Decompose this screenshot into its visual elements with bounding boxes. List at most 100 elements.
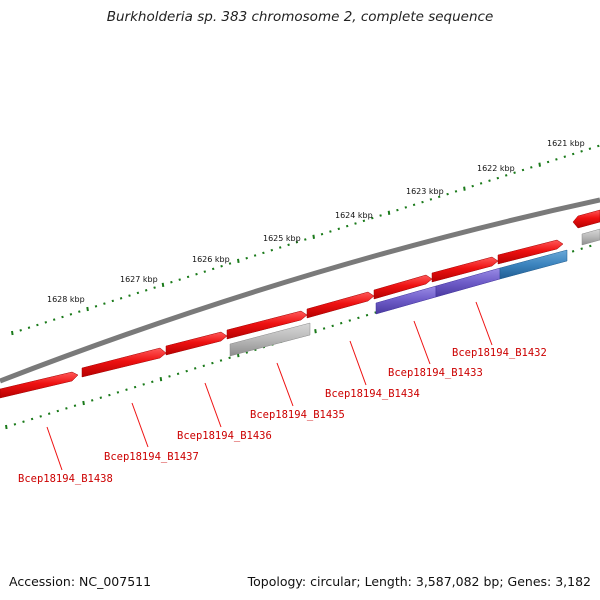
- minor-tick: [125, 388, 128, 391]
- minor-tick: [133, 385, 137, 389]
- minor-tick: [295, 240, 299, 244]
- minor-tick: [496, 176, 500, 180]
- minor-tick: [185, 369, 188, 373]
- genome-summary-text: Topology: circular; Length: 3,587,082 bp…: [247, 574, 591, 589]
- minor-tick: [203, 270, 207, 273]
- minor-tick: [488, 179, 491, 182]
- tick-labels: 1621 kbp 1622 kbp 1623 kbp 1624 kbp 1625…: [47, 139, 585, 304]
- minor-tick: [454, 190, 458, 193]
- gene-label[interactable]: Bcep18194_B1438: [18, 473, 113, 485]
- minor-tick: [437, 195, 441, 199]
- tick-label: 1628 kbp: [47, 295, 85, 304]
- major-tick: [159, 376, 163, 382]
- major-tick: [538, 162, 541, 167]
- gene-arrow[interactable]: [572, 209, 600, 229]
- minor-tick: [357, 316, 360, 320]
- minor-tick: [56, 409, 60, 413]
- major-tick: [82, 400, 85, 406]
- minor-tick: [78, 310, 81, 313]
- minor-tick: [404, 206, 408, 209]
- minor-tick: [320, 232, 324, 236]
- gene-label[interactable]: Bcep18194_B1436: [177, 430, 272, 442]
- minor-tick: [580, 150, 583, 153]
- gene-label[interactable]: Bcep18194_B1435: [250, 409, 345, 421]
- minor-tick: [19, 329, 22, 332]
- minor-tick: [270, 248, 274, 252]
- tick-label: 1622 kbp: [477, 164, 515, 173]
- minor-tick: [253, 254, 257, 257]
- leader-line: [276, 362, 294, 407]
- gene-block[interactable]: [499, 249, 568, 280]
- minor-tick: [193, 367, 197, 370]
- gene-arrow[interactable]: [373, 274, 433, 300]
- minor-tick: [262, 251, 265, 255]
- gene-arrow[interactable]: [431, 256, 499, 283]
- minor-tick: [580, 247, 583, 250]
- gene-label[interactable]: Bcep18194_B1434: [325, 388, 420, 400]
- minor-tick: [571, 250, 575, 253]
- minor-tick: [151, 380, 154, 384]
- minor-tick: [168, 375, 171, 378]
- minor-tick: [153, 286, 156, 289]
- minor-tick: [47, 412, 51, 415]
- minor-tick: [142, 383, 145, 386]
- minor-tick: [108, 393, 111, 397]
- minor-tick: [69, 313, 73, 316]
- minor-tick: [546, 160, 550, 164]
- minor-tick: [228, 262, 232, 265]
- chromosome-backbone: [0, 197, 600, 384]
- tick-label: 1624 kbp: [335, 211, 373, 220]
- tick-label: 1626 kbp: [192, 255, 230, 264]
- minor-tick: [287, 243, 290, 247]
- minor-tick: [429, 198, 433, 201]
- minor-tick: [219, 359, 223, 362]
- minor-tick: [245, 256, 248, 260]
- minor-tick: [116, 391, 120, 394]
- minor-tick: [345, 224, 349, 228]
- gene-block[interactable]: [581, 228, 600, 246]
- minor-tick: [362, 219, 366, 223]
- gene-label[interactable]: Bcep18194_B1432: [452, 347, 547, 359]
- gene-label[interactable]: Bcep18194_B1433: [388, 367, 483, 379]
- minor-tick: [90, 399, 94, 402]
- gene-arrow[interactable]: [165, 331, 228, 356]
- minor-tick: [322, 327, 326, 330]
- outer-tick-ruler: [11, 144, 600, 336]
- gene-label[interactable]: Bcep18194_B1437: [104, 451, 199, 463]
- tick-label: 1623 kbp: [406, 187, 444, 196]
- major-tick: [314, 329, 317, 334]
- major-tick: [463, 186, 466, 191]
- gene-arrow[interactable]: [306, 291, 375, 319]
- minor-tick: [44, 321, 48, 324]
- minor-tick: [446, 192, 449, 196]
- minor-tick: [530, 166, 533, 169]
- gene-arrow[interactable]: [81, 347, 167, 378]
- minor-tick: [588, 147, 592, 150]
- minor-tick: [30, 417, 34, 421]
- minor-tick: [337, 227, 341, 231]
- major-tick: [312, 234, 315, 239]
- gene-arrow[interactable]: [226, 310, 308, 340]
- minor-tick: [379, 214, 382, 217]
- minor-tick: [513, 171, 516, 174]
- gene-arrow[interactable]: [0, 371, 79, 399]
- minor-tick: [365, 313, 369, 317]
- minor-tick: [170, 280, 173, 284]
- minor-tick: [94, 305, 98, 308]
- minor-tick: [228, 356, 231, 360]
- minor-tick: [103, 302, 106, 305]
- minor-tick: [211, 267, 215, 271]
- minor-tick: [36, 323, 39, 327]
- minor-tick: [61, 315, 64, 319]
- reverse-strand-genes: [229, 228, 600, 357]
- minor-tick: [39, 415, 42, 418]
- tick-label: 1627 kbp: [120, 275, 158, 284]
- minor-tick: [471, 184, 474, 188]
- minor-tick: [176, 372, 180, 376]
- leader-line: [46, 426, 63, 471]
- minor-tick: [348, 319, 352, 322]
- minor-tick: [136, 291, 140, 295]
- gene-arrow[interactable]: [497, 239, 564, 265]
- gene-block[interactable]: [229, 322, 311, 357]
